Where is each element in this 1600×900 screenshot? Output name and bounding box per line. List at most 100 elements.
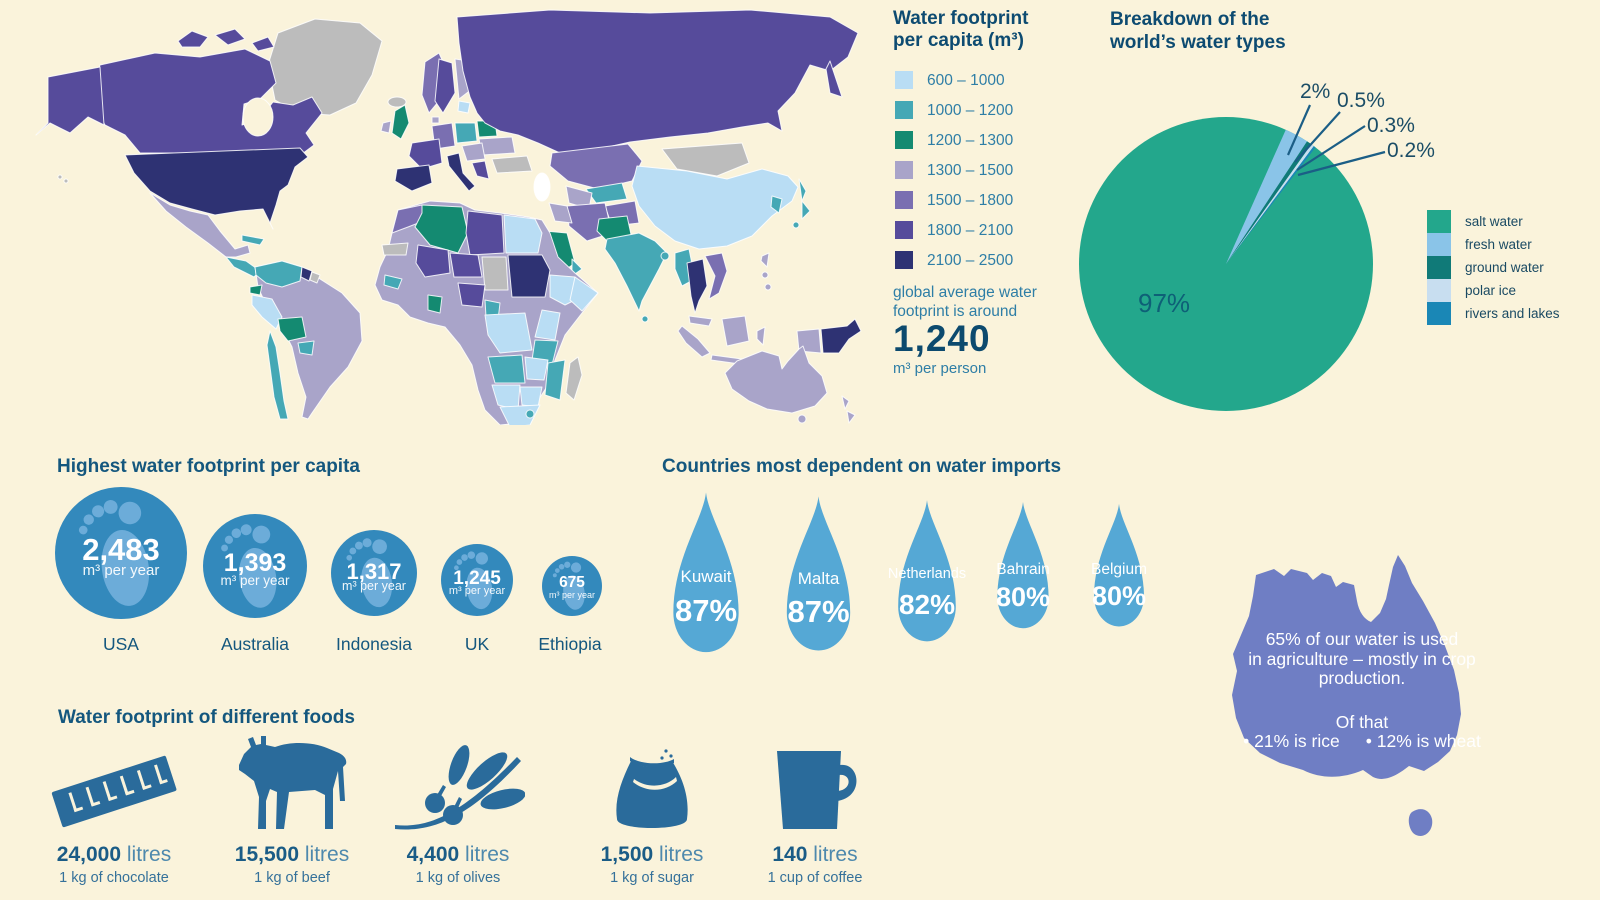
drop-percent: 87% bbox=[674, 593, 738, 629]
footprint-value: 675 bbox=[559, 574, 585, 591]
australia-facts: 65% of our water is used in agriculture … bbox=[1212, 629, 1512, 752]
drop-percent: 80% bbox=[1091, 581, 1147, 612]
australia-silhouette bbox=[1232, 555, 1461, 836]
drop-netherlands: Netherlands 82% bbox=[882, 498, 972, 650]
footprint-unit: m³ per year bbox=[342, 579, 406, 594]
pie-callout-rivers: 0.2% bbox=[1387, 139, 1435, 162]
legend-label: polar ice bbox=[1465, 283, 1517, 298]
pie-leader-lines bbox=[1286, 104, 1386, 177]
footprint-circle-indonesia: 1,317 m³ per year bbox=[331, 530, 417, 616]
legend-swatch bbox=[895, 131, 913, 149]
legend-label: 2100 – 2500 bbox=[927, 252, 1014, 269]
foods-heading: Water footprint of different foods bbox=[58, 707, 355, 728]
legend-swatch bbox=[895, 191, 913, 209]
footprint-circle-ethiopia: 675 m³ per year bbox=[542, 556, 602, 616]
drop-percent: 82% bbox=[898, 589, 956, 621]
footprint-circle-uk: 1,245 m³ per year bbox=[441, 544, 513, 616]
food-value: 4,400 litres bbox=[406, 843, 510, 866]
food-desc: 1 kg of sugar bbox=[610, 870, 694, 886]
footprint-value: 1,317 bbox=[346, 559, 402, 585]
food-desc: 1 kg of beef bbox=[254, 870, 330, 886]
legend-label: ground water bbox=[1465, 260, 1544, 275]
legend-swatch bbox=[1427, 279, 1451, 302]
footprint-unit: m³ per year bbox=[220, 573, 290, 589]
legend-swatch bbox=[1427, 256, 1451, 279]
australia-fact-line: 65% of our water is used bbox=[1265, 629, 1459, 649]
legend-label: 1800 – 2100 bbox=[927, 222, 1014, 239]
legend-label: fresh water bbox=[1465, 237, 1532, 252]
drop-country: Kuwait bbox=[680, 567, 732, 587]
legend-swatch bbox=[895, 251, 913, 269]
food-desc: 1 kg of chocolate bbox=[59, 870, 169, 886]
footprints-heading: Highest water footprint per capita bbox=[57, 456, 360, 477]
legend-swatch bbox=[895, 221, 913, 239]
drop-country: Netherlands bbox=[887, 566, 967, 583]
footprint-country: UK bbox=[464, 634, 490, 654]
footprint-country: Indonesia bbox=[336, 634, 412, 654]
imports-heading: Countries most dependent on water import… bbox=[662, 456, 1062, 477]
footprint-value: 2,483 bbox=[82, 531, 160, 567]
footprint-country: USA bbox=[103, 634, 139, 654]
legend-label: 1200 – 1300 bbox=[927, 132, 1014, 149]
australia-fact-line: production. bbox=[1318, 668, 1406, 688]
footprint-country: Ethiopia bbox=[538, 634, 602, 654]
legend-label: 600 – 1000 bbox=[927, 72, 1005, 89]
australia-bullets: • 21% is rice • 12% is wheat bbox=[1243, 731, 1481, 751]
water-types-pie-chart bbox=[1079, 104, 1386, 411]
global-average-value: 1,240 bbox=[893, 318, 991, 359]
drop-percent: 87% bbox=[787, 593, 850, 629]
legend-label: salt water bbox=[1465, 214, 1523, 229]
drop-country: Bahrain bbox=[996, 561, 1050, 579]
legend-swatch bbox=[895, 71, 913, 89]
global-average-note: global average water footprint is around bbox=[893, 284, 1037, 320]
pie-salt-water-label: 97% bbox=[1138, 288, 1191, 318]
olive-branch-icon bbox=[395, 745, 525, 830]
legend-swatch bbox=[1427, 210, 1451, 233]
footprint-unit: m³ per year bbox=[448, 585, 506, 598]
legend-swatch bbox=[895, 101, 913, 119]
food-value: 15,500 litres bbox=[234, 843, 350, 866]
food-value: 140 litres bbox=[772, 843, 858, 866]
sugar-sack-icon bbox=[616, 743, 688, 828]
food-desc: 1 cup of coffee bbox=[767, 870, 863, 886]
food-value: 1,500 litres bbox=[600, 843, 704, 866]
legend-swatch bbox=[895, 161, 913, 179]
footprint-value: 1,245 bbox=[453, 568, 501, 590]
legend-label: rivers and lakes bbox=[1465, 306, 1560, 321]
pie-title: Breakdown of the world’s water types bbox=[1110, 9, 1286, 53]
drop-belgium: Belgium 80% bbox=[1080, 502, 1158, 634]
world-choropleth-map bbox=[35, 9, 862, 425]
global-average-unit: m³ per person bbox=[893, 360, 987, 377]
legend-label: 1000 – 1200 bbox=[927, 102, 1014, 119]
drop-bahrain: Bahrain 80% bbox=[983, 500, 1063, 636]
legend-swatch bbox=[1427, 302, 1451, 325]
legend-swatch bbox=[1427, 233, 1451, 256]
map-legend-title: Water footprint per capita (m³) bbox=[893, 8, 1029, 51]
cow-icon bbox=[239, 736, 347, 829]
food-chocolate: 24,000 litres 1 kg of chocolate bbox=[29, 725, 199, 886]
footprint-value: 1,393 bbox=[223, 549, 287, 578]
pie-callout-ground: 0.5% bbox=[1337, 89, 1385, 112]
drop-kuwait: Kuwait 87% bbox=[655, 490, 757, 662]
food-sugar: 1,500 litres 1 kg of sugar bbox=[567, 725, 737, 886]
pie-callout-polar: 0.3% bbox=[1367, 114, 1415, 137]
drop-country: Belgium bbox=[1091, 561, 1147, 579]
footprint-country: Australia bbox=[220, 634, 290, 654]
legend-label: 1300 – 1500 bbox=[927, 162, 1014, 179]
legend-label: 1500 – 1800 bbox=[927, 192, 1014, 209]
food-coffee: 140 litres 1 cup of coffee bbox=[730, 725, 900, 886]
chocolate-bar-icon bbox=[51, 755, 177, 828]
food-desc: 1 kg of olives bbox=[415, 870, 501, 886]
australia-fact-line: Of that bbox=[1335, 711, 1389, 732]
footprint-circle-australia: 1,393 m³ per year bbox=[203, 514, 307, 618]
pie-callout-fresh: 2% bbox=[1300, 80, 1331, 103]
coffee-mug-icon bbox=[777, 751, 857, 829]
food-olives: 4,400 litres 1 kg of olives bbox=[373, 725, 543, 886]
food-value: 24,000 litres bbox=[56, 843, 172, 866]
australia-fact-line: in agriculture – mostly in crop bbox=[1248, 648, 1476, 669]
footprint-circle-usa: 2,483 m³ per year bbox=[55, 487, 187, 619]
footprint-unit: m³ per year bbox=[82, 562, 160, 580]
footprint-unit: m³ per year bbox=[548, 590, 595, 601]
food-beef: 15,500 litres 1 kg of beef bbox=[207, 725, 377, 886]
drop-country: Malta bbox=[797, 568, 840, 588]
